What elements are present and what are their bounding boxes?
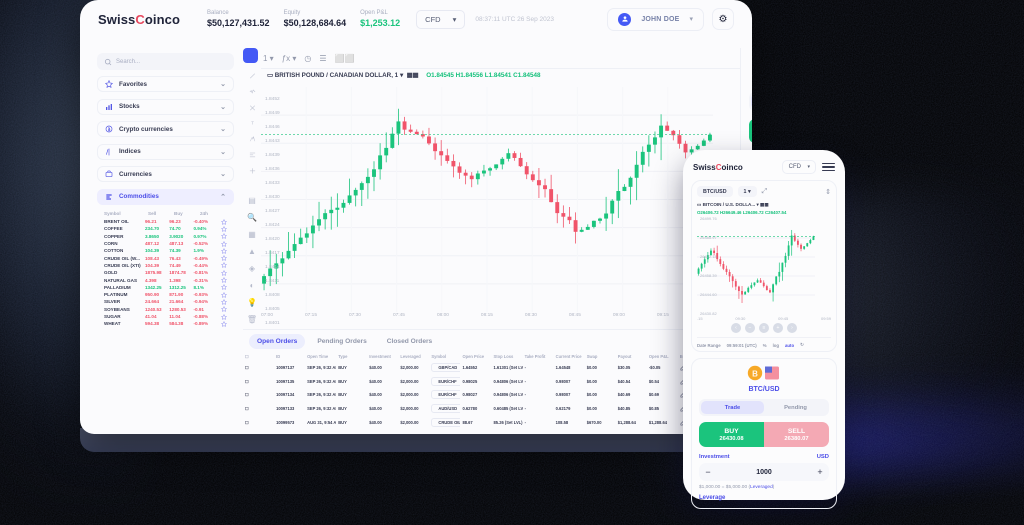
- svg-text:T: T: [251, 121, 254, 126]
- svg-text:B: B: [752, 370, 758, 379]
